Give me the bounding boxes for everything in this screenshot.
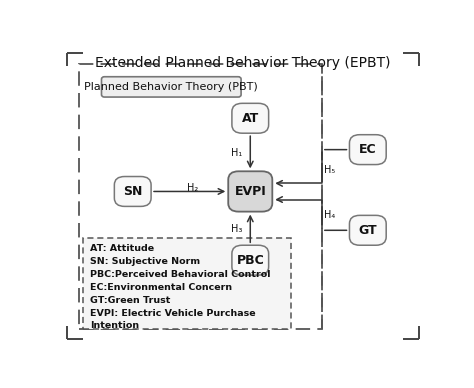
FancyBboxPatch shape [349, 215, 386, 245]
Text: Planned Behavior Theory (PBT): Planned Behavior Theory (PBT) [84, 82, 258, 92]
FancyBboxPatch shape [349, 135, 386, 165]
Text: EC: EC [359, 143, 377, 156]
Text: H₃: H₃ [231, 224, 242, 234]
Text: AT: Attitude
SN: Subjective Norm
PBC:Perceived Behavioral Control
EC:Environment: AT: Attitude SN: Subjective Norm PBC:Per… [90, 244, 270, 331]
Text: Extended Planned Behavior Theory (EPBT): Extended Planned Behavior Theory (EPBT) [95, 56, 391, 70]
Text: AT: AT [242, 112, 259, 125]
Text: SN: SN [123, 185, 142, 198]
FancyBboxPatch shape [228, 171, 272, 211]
Text: H₅: H₅ [324, 165, 335, 175]
FancyBboxPatch shape [101, 77, 241, 97]
Text: H₁: H₁ [231, 147, 242, 158]
Text: H₂: H₂ [187, 183, 198, 192]
Text: GT: GT [358, 224, 377, 237]
Text: EVPI: EVPI [235, 185, 266, 198]
FancyBboxPatch shape [232, 103, 269, 133]
FancyBboxPatch shape [83, 238, 291, 329]
FancyBboxPatch shape [232, 245, 269, 275]
Text: PBC: PBC [237, 254, 264, 267]
FancyBboxPatch shape [114, 177, 151, 206]
Text: H₄: H₄ [324, 210, 335, 220]
